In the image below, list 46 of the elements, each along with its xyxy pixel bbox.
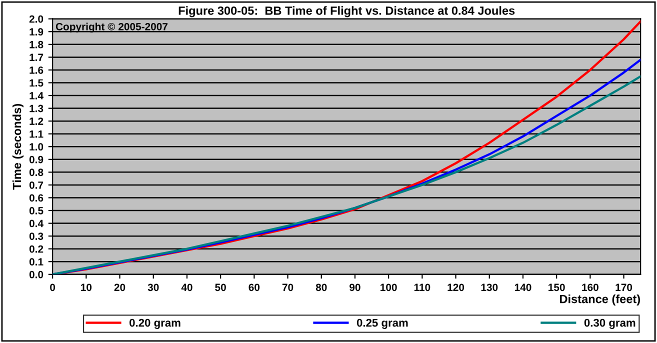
y-tick-label: 1.7 <box>30 54 44 61</box>
y-tick-label: 1.0 <box>30 143 44 151</box>
x-tick-label: 160 <box>582 284 598 292</box>
y-tick-label: 2.0 <box>29 15 44 23</box>
y-tick-label: 0.2 <box>29 245 44 253</box>
y-tick-label: 0.3 <box>29 232 44 240</box>
y-tick-label: 0.8 <box>29 168 44 176</box>
y-tick-label: 0.6 <box>29 194 44 202</box>
y-tick-label: 1.4 <box>30 92 44 100</box>
x-tick-label: 70 <box>282 284 294 292</box>
x-tick-label: 140 <box>514 284 532 292</box>
y-tick-label: 1.2 <box>30 118 44 125</box>
legend-label: 0.25 gram <box>356 318 408 329</box>
x-tick-label: 10 <box>81 284 92 292</box>
x-tick-label: 0 <box>50 284 56 292</box>
y-tick-label: 1.3 <box>30 104 44 112</box>
legend-label: 0.20 gram <box>130 318 180 329</box>
x-tick-label: 90 <box>350 284 360 292</box>
y-tick-label: 0.4 <box>29 220 44 228</box>
x-tick-label: 170 <box>616 284 632 292</box>
x-tick-label: 60 <box>248 284 260 292</box>
y-tick-label: 0.9 <box>29 156 44 164</box>
y-tick-label: 1.9 <box>30 28 44 36</box>
x-tick-label: 130 <box>481 284 498 292</box>
x-tick-label: 150 <box>548 284 565 292</box>
y-axis-title: Time (seconds) <box>12 104 24 190</box>
x-tick-label: 120 <box>448 284 464 292</box>
x-tick-label: 50 <box>215 284 226 292</box>
y-tick-label: 1.6 <box>30 66 44 74</box>
x-tick-label: 30 <box>148 284 159 292</box>
y-tick-label: 0.5 <box>29 207 44 214</box>
x-tick-label: 20 <box>114 284 126 292</box>
x-tick-label: 110 <box>414 284 430 292</box>
x-tick-label: 100 <box>380 284 397 292</box>
y-tick-label: 0.7 <box>29 181 44 189</box>
y-tick-label: 0.0 <box>29 270 44 278</box>
y-tick-label: 1.1 <box>30 130 44 138</box>
chart-title: Figure 300-05: BB Time of Flight vs. Distance at 0.84 Joules <box>178 6 515 18</box>
annotation: Copyright © 2005-2007 <box>56 22 168 32</box>
x-axis-title: Distance (feet) <box>560 294 640 306</box>
x-tick-label: 40 <box>181 284 192 292</box>
y-tick-label: 0.1 <box>29 258 44 266</box>
legend-label: 0.30 gram <box>584 318 636 329</box>
x-tick-label: 80 <box>316 284 327 292</box>
y-tick-label: 1.8 <box>30 40 44 48</box>
y-tick-label: 1.5 <box>30 79 44 87</box>
